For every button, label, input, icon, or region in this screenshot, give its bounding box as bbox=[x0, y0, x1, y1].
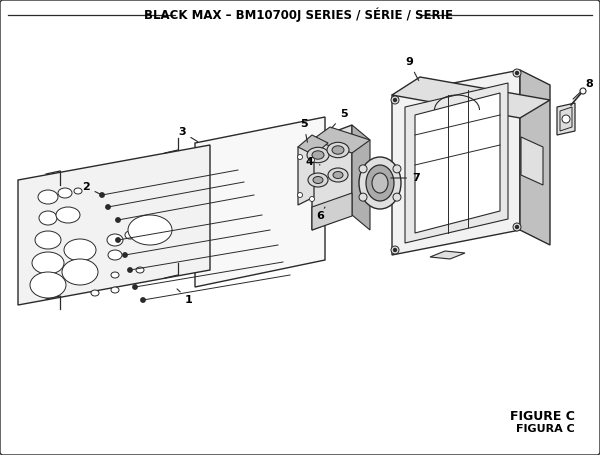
Ellipse shape bbox=[307, 147, 329, 163]
Ellipse shape bbox=[39, 211, 57, 225]
Ellipse shape bbox=[332, 146, 344, 154]
Ellipse shape bbox=[32, 252, 64, 274]
Text: 5: 5 bbox=[332, 109, 347, 128]
Polygon shape bbox=[312, 127, 370, 153]
Circle shape bbox=[310, 197, 314, 202]
Circle shape bbox=[100, 193, 104, 197]
Circle shape bbox=[123, 253, 127, 257]
Circle shape bbox=[359, 165, 367, 173]
Text: FIGURE C: FIGURE C bbox=[510, 410, 575, 424]
Circle shape bbox=[513, 69, 521, 77]
Polygon shape bbox=[521, 137, 543, 185]
Polygon shape bbox=[195, 117, 325, 287]
Circle shape bbox=[133, 285, 137, 289]
Circle shape bbox=[391, 96, 399, 104]
Text: BLACK MAX – BM10700J SERIES / SÉRIE / SERIE: BLACK MAX – BM10700J SERIES / SÉRIE / SE… bbox=[143, 8, 452, 22]
Ellipse shape bbox=[333, 172, 343, 178]
Circle shape bbox=[393, 165, 401, 173]
Polygon shape bbox=[405, 83, 508, 243]
Polygon shape bbox=[520, 70, 550, 245]
Ellipse shape bbox=[30, 272, 66, 298]
Circle shape bbox=[106, 205, 110, 209]
Text: 3: 3 bbox=[178, 127, 197, 142]
Circle shape bbox=[116, 238, 120, 242]
Polygon shape bbox=[298, 135, 328, 155]
Circle shape bbox=[394, 248, 397, 252]
Polygon shape bbox=[557, 103, 575, 135]
Ellipse shape bbox=[62, 259, 98, 285]
Polygon shape bbox=[352, 125, 370, 230]
Polygon shape bbox=[560, 107, 572, 131]
Ellipse shape bbox=[308, 173, 328, 187]
Ellipse shape bbox=[359, 157, 401, 209]
Ellipse shape bbox=[64, 239, 96, 261]
Polygon shape bbox=[392, 70, 520, 255]
Circle shape bbox=[298, 155, 302, 160]
Circle shape bbox=[393, 193, 401, 201]
Circle shape bbox=[298, 192, 302, 197]
Ellipse shape bbox=[38, 190, 58, 204]
Circle shape bbox=[562, 115, 570, 123]
Ellipse shape bbox=[56, 207, 80, 223]
Polygon shape bbox=[18, 145, 210, 305]
Polygon shape bbox=[312, 125, 352, 230]
Ellipse shape bbox=[125, 231, 135, 239]
Ellipse shape bbox=[108, 250, 122, 260]
Ellipse shape bbox=[128, 215, 172, 245]
Circle shape bbox=[515, 71, 518, 75]
Circle shape bbox=[128, 268, 132, 272]
Text: 7: 7 bbox=[391, 173, 420, 183]
Text: 5: 5 bbox=[300, 119, 308, 142]
Circle shape bbox=[359, 193, 367, 201]
Text: 1: 1 bbox=[177, 289, 193, 305]
Text: 2: 2 bbox=[82, 182, 100, 194]
Text: 8: 8 bbox=[573, 79, 593, 99]
Ellipse shape bbox=[372, 173, 388, 193]
Polygon shape bbox=[430, 251, 465, 259]
Ellipse shape bbox=[111, 287, 119, 293]
Ellipse shape bbox=[136, 267, 144, 273]
Circle shape bbox=[580, 88, 586, 94]
Circle shape bbox=[513, 223, 521, 231]
Ellipse shape bbox=[366, 165, 394, 201]
Circle shape bbox=[310, 157, 314, 162]
Text: 6: 6 bbox=[316, 207, 325, 221]
Ellipse shape bbox=[91, 290, 99, 296]
Circle shape bbox=[116, 218, 120, 222]
Circle shape bbox=[394, 98, 397, 101]
Ellipse shape bbox=[327, 142, 349, 158]
Ellipse shape bbox=[312, 151, 324, 159]
Polygon shape bbox=[392, 77, 550, 118]
Polygon shape bbox=[415, 93, 500, 233]
Text: FIGURA C: FIGURA C bbox=[516, 424, 575, 434]
Circle shape bbox=[391, 246, 399, 254]
Polygon shape bbox=[312, 193, 352, 230]
Ellipse shape bbox=[107, 234, 123, 246]
Ellipse shape bbox=[313, 177, 323, 183]
Circle shape bbox=[515, 226, 518, 228]
Ellipse shape bbox=[74, 188, 82, 194]
Ellipse shape bbox=[111, 272, 119, 278]
Circle shape bbox=[141, 298, 145, 302]
Text: 4: 4 bbox=[306, 157, 320, 167]
Ellipse shape bbox=[35, 231, 61, 249]
Polygon shape bbox=[298, 139, 314, 205]
Ellipse shape bbox=[58, 188, 72, 198]
Ellipse shape bbox=[328, 168, 348, 182]
Text: 9: 9 bbox=[405, 57, 419, 81]
